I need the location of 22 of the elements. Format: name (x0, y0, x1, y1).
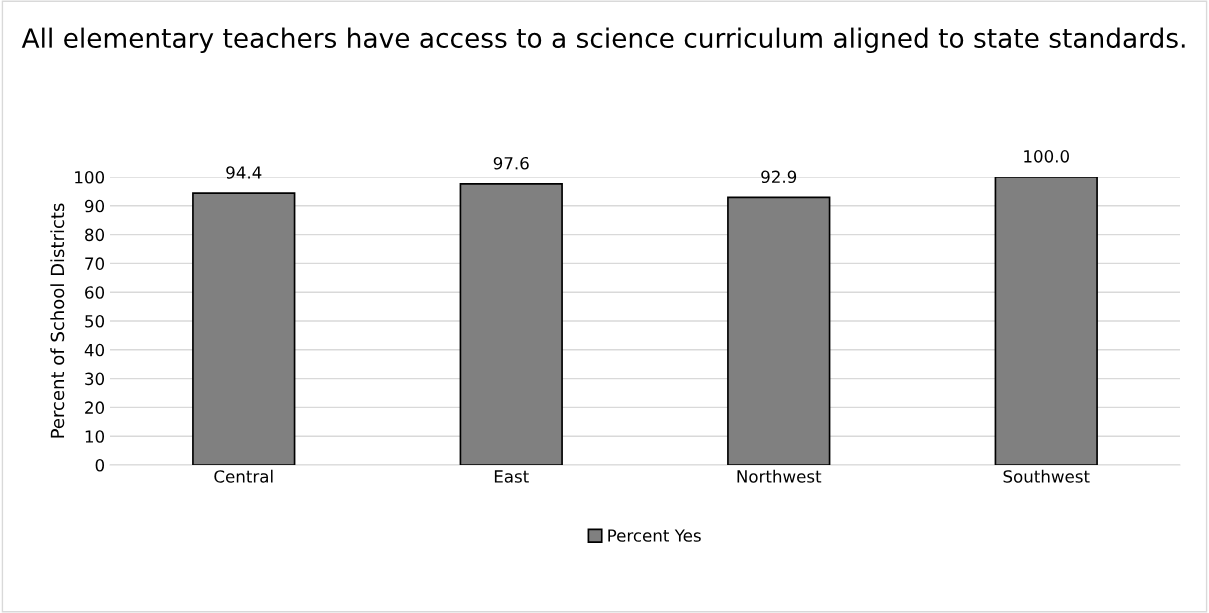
y-tick-label: 80 (85, 228, 105, 242)
y-tick-label: 0 (95, 458, 105, 472)
y-tick-label: 100 (75, 170, 105, 184)
x-tick-label: East (494, 470, 529, 483)
y-tick-label: 70 (85, 257, 105, 270)
legend-label: Percent Yes (608, 529, 701, 542)
y-tick-label: 50 (85, 314, 105, 328)
x-tick-label: Central (214, 469, 273, 483)
x-tick-label: Southwest (1003, 469, 1090, 483)
y-tick-label: 30 (85, 372, 105, 386)
text: 92.9 (761, 170, 797, 184)
y-tick-label: 90 (84, 199, 105, 213)
text: 94.4 (226, 166, 262, 179)
chart-title: All elementary teachers have access to a science curriculum aligned to state standards. (21, 27, 1185, 54)
y-tick-label: 20 (85, 401, 105, 414)
text: 97.6 (493, 156, 529, 170)
y-tick-label: 60 (85, 286, 105, 299)
y-tick-label: 40 (84, 343, 105, 357)
y-axis-title: Percent of School Districts (50, 203, 65, 438)
y-tick-label: 10 (85, 430, 105, 443)
text: 100.0 (1024, 150, 1069, 163)
x-tick-label: Northwest (737, 469, 822, 483)
